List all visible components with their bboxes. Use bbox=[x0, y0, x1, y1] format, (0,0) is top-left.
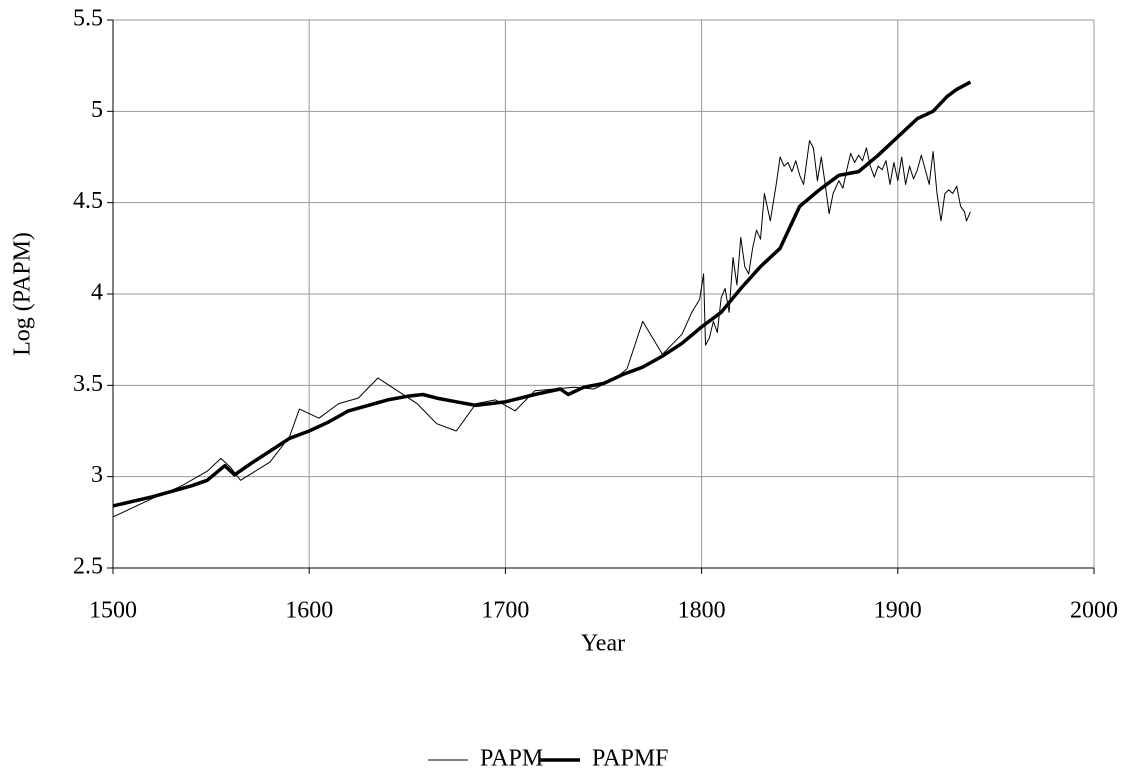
legend-label: PAPMF bbox=[592, 746, 669, 772]
series-line bbox=[112, 140, 971, 518]
legend-label: PAPM bbox=[480, 746, 543, 772]
y-tick-label: 4 bbox=[91, 280, 103, 306]
x-axis-label: Year bbox=[581, 631, 625, 657]
x-tick-label: 1500 bbox=[89, 598, 137, 624]
y-axis-label: Log (PAPM) bbox=[10, 232, 36, 356]
y-tick-label: 3.5 bbox=[73, 371, 103, 397]
y-tick-label: 5.5 bbox=[73, 6, 103, 32]
x-tick-label: 1900 bbox=[874, 598, 922, 624]
series-line bbox=[112, 80, 972, 508]
y-tick-label: 4.5 bbox=[73, 188, 103, 214]
y-tick-label: 2.5 bbox=[73, 554, 103, 580]
y-tick-label: 5 bbox=[91, 97, 103, 123]
x-tick-label: 1600 bbox=[285, 598, 333, 624]
x-tick-label: 2000 bbox=[1070, 598, 1118, 624]
y-tick-label: 3 bbox=[91, 462, 103, 488]
x-tick-label: 1800 bbox=[678, 598, 726, 624]
x-tick-label: 1700 bbox=[481, 598, 529, 624]
